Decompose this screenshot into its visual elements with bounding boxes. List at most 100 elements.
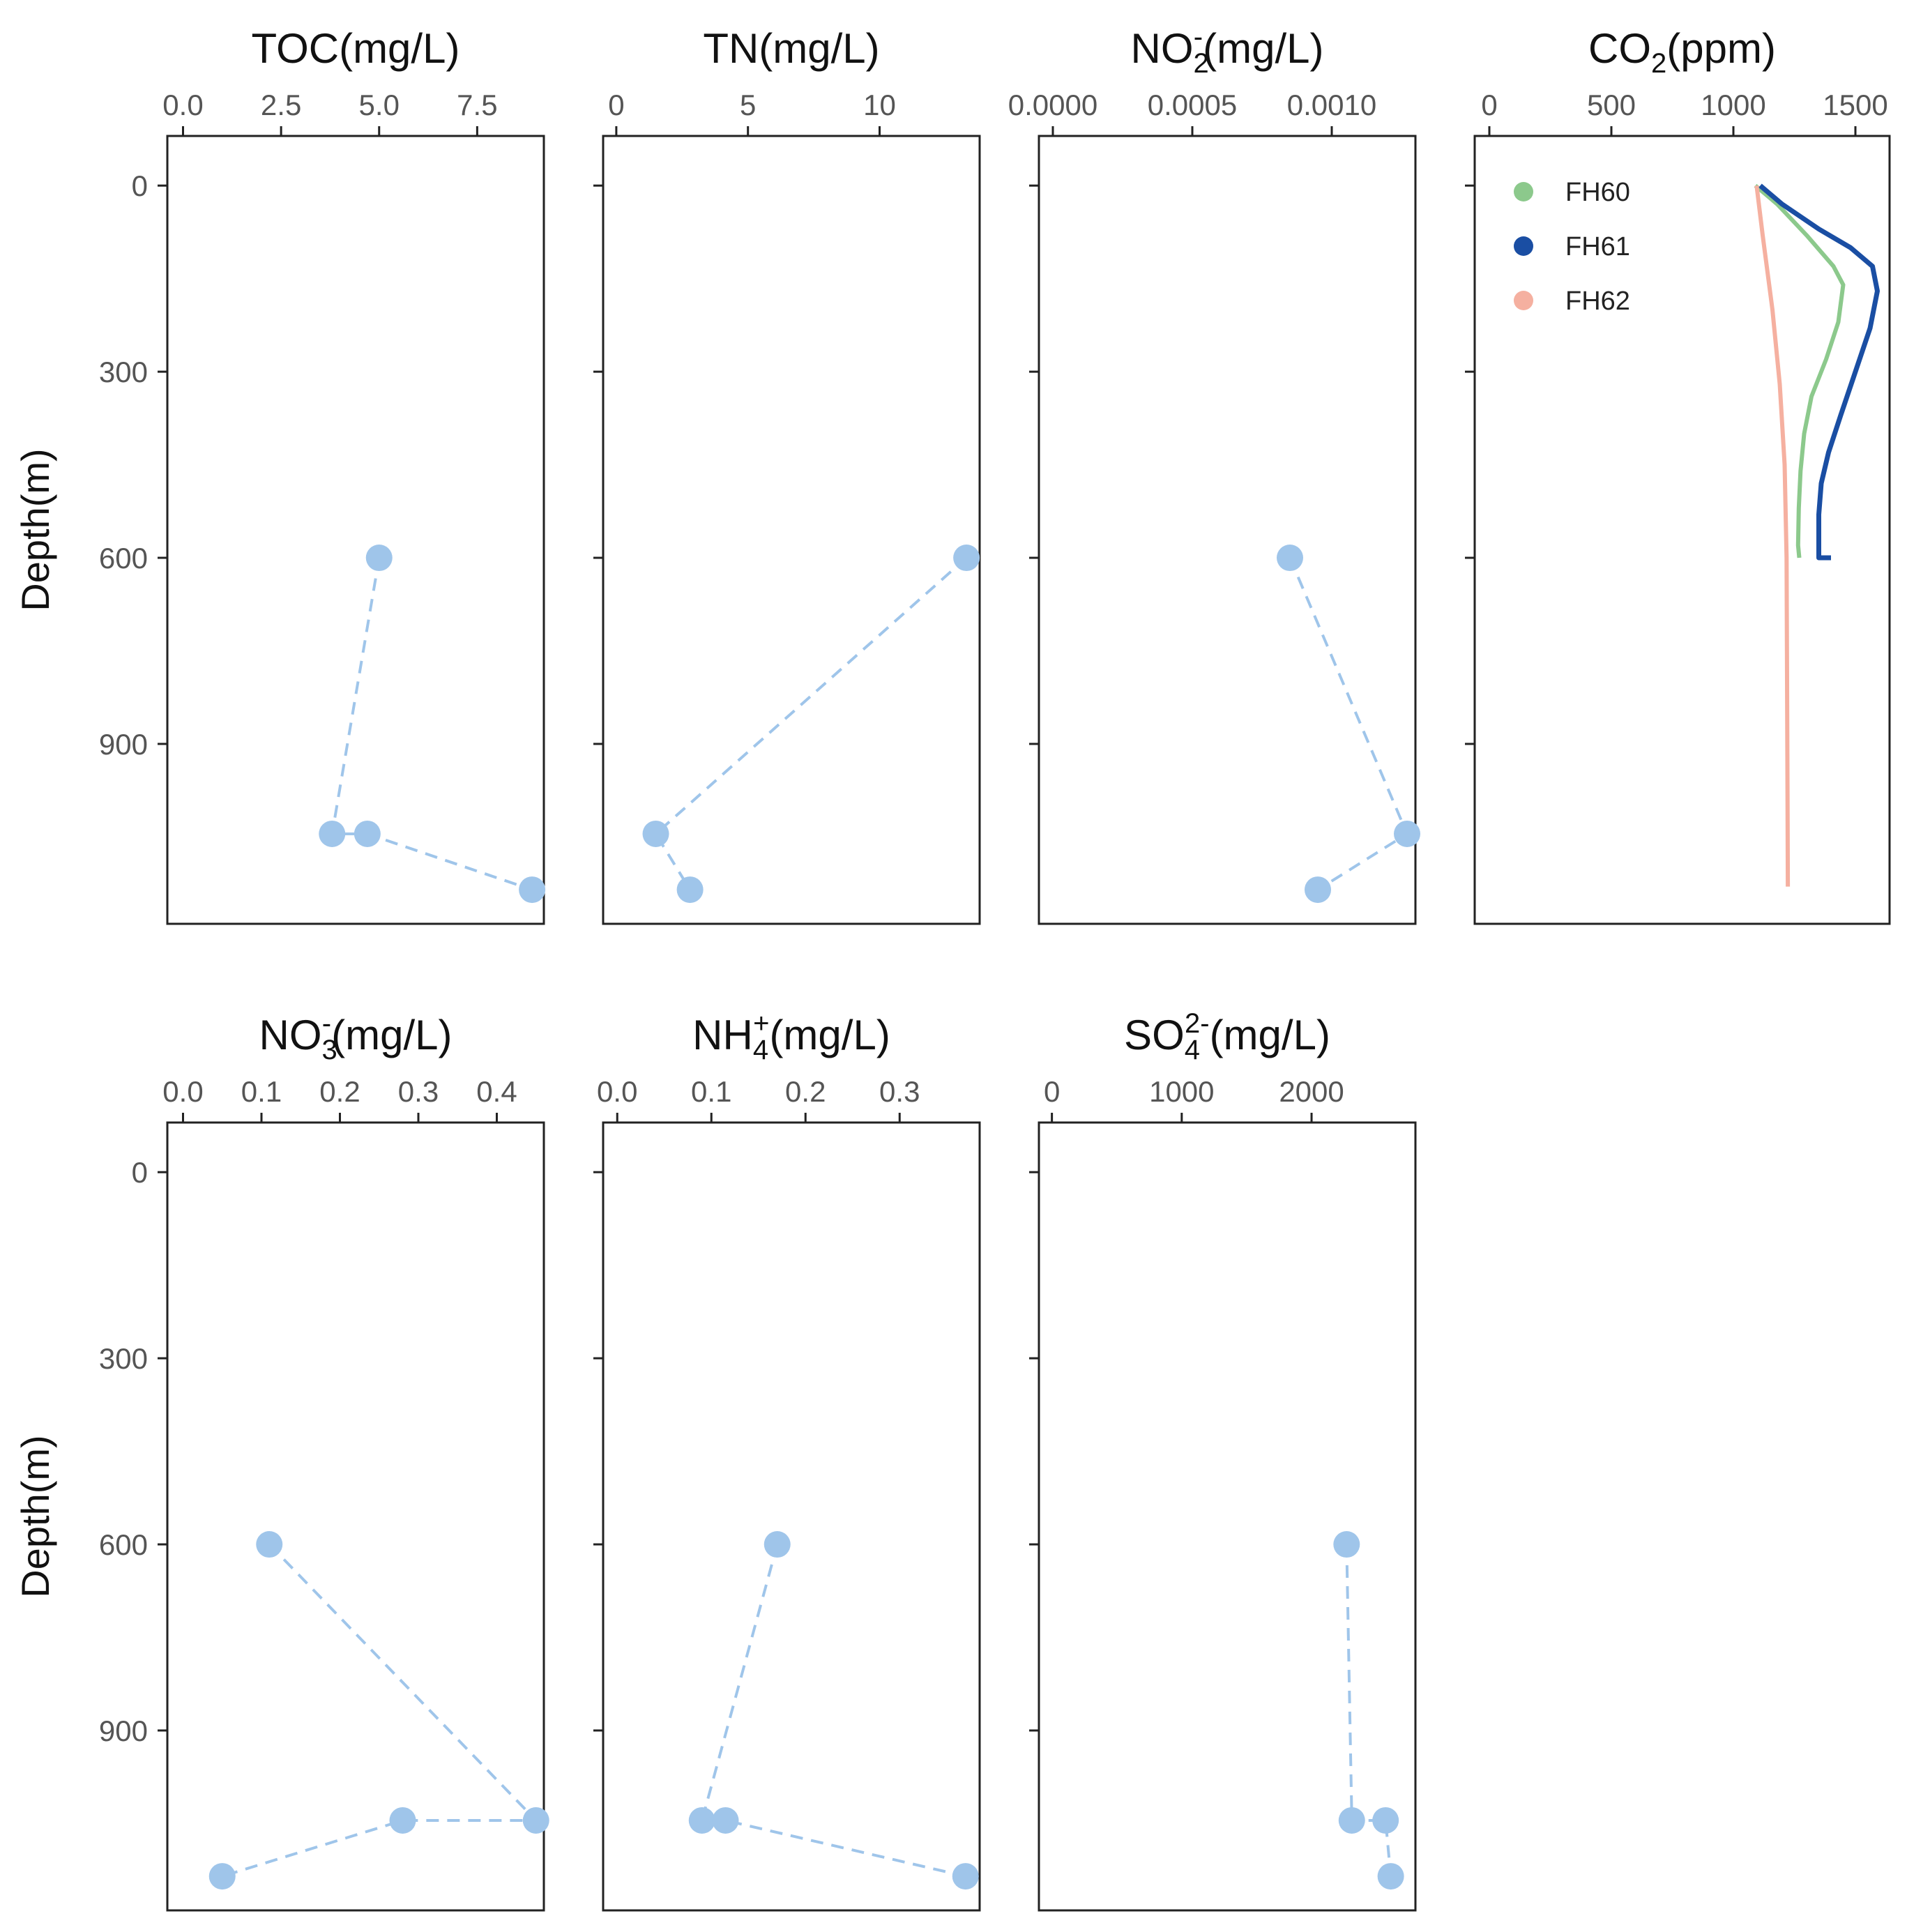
- y-tick-label: 900: [99, 728, 148, 761]
- title-part: -: [1194, 22, 1203, 52]
- title-part: TOC(mg/L): [252, 25, 460, 72]
- plot-frame: [1473, 135, 1891, 925]
- series-line-FH62: [1754, 185, 1791, 887]
- data-point: [688, 1807, 715, 1834]
- y-tick-label: 300: [99, 356, 148, 388]
- title-part: (mg/L): [1210, 1012, 1330, 1058]
- data-point: [319, 820, 346, 847]
- title-part: 3: [322, 1035, 337, 1065]
- x-tick-label: 5.0: [359, 89, 400, 121]
- legend-marker: [1514, 236, 1533, 256]
- data-point: [1333, 1531, 1360, 1558]
- title-part: NO: [259, 1012, 322, 1058]
- data-point: [642, 820, 669, 847]
- y-axis-label: Depth(m): [13, 448, 57, 611]
- plot-frame: [166, 1121, 545, 1912]
- plot-frame: [166, 135, 545, 925]
- y-tick-label: 600: [99, 1528, 148, 1561]
- y-tick-label: 0: [132, 1156, 148, 1189]
- y-tick-label: 600: [99, 542, 148, 575]
- x-tick-label: 0.3: [398, 1075, 439, 1108]
- panel-no2: NO2-(mg/L) 0.0000 0.0005 0.0010: [1008, 22, 1420, 925]
- y-tick-label: 300: [99, 1342, 148, 1375]
- x-tick-label: 0.4: [476, 1075, 517, 1108]
- x-tick-label: 0: [1044, 1075, 1060, 1108]
- panel-tn: TN(mg/L) 0 5 10: [593, 25, 981, 925]
- plot-frame: [602, 135, 981, 925]
- title-part: 2-: [1185, 1008, 1210, 1039]
- x-tick-label: 0.1: [241, 1075, 282, 1108]
- panel-title-no2: NO2-(mg/L): [1131, 22, 1324, 79]
- x-tick-label: 5: [740, 89, 756, 121]
- x-tick-label: 0.2: [785, 1075, 826, 1108]
- x-tick-label: 0.1: [691, 1075, 731, 1108]
- data-point: [519, 876, 546, 904]
- plot-frame: [1038, 135, 1417, 925]
- panel-title-so4: SO42-(mg/L): [1124, 1008, 1330, 1065]
- data-point: [208, 1863, 236, 1890]
- panel-title-no3: NO3-(mg/L): [259, 1008, 453, 1065]
- x-tick-label: 2.5: [261, 89, 301, 121]
- legend-label: FH61: [1565, 232, 1630, 261]
- plot-frame: [1038, 1121, 1417, 1912]
- legend-marker: [1514, 182, 1533, 201]
- title-part: (mg/L): [331, 1012, 452, 1058]
- x-tick-label: 10: [863, 89, 896, 121]
- title-part: 2: [1194, 48, 1209, 79]
- data-point: [1277, 545, 1303, 572]
- title-part: NH: [692, 1012, 753, 1058]
- series-line-FH61: [1758, 183, 1880, 561]
- data-point: [1372, 1807, 1399, 1834]
- data-point: [676, 876, 704, 904]
- x-tick-label: 0.3: [879, 1075, 920, 1108]
- panel-title-nh4: NH4+(mg/L): [692, 1008, 890, 1065]
- title-part: NO: [1131, 25, 1194, 72]
- series-dashed-line: [1289, 557, 1409, 891]
- series-dashed-line: [700, 1544, 966, 1878]
- x-tick-label: 7.5: [457, 89, 497, 121]
- x-tick-label: 0.0005: [1148, 89, 1237, 121]
- panel-co2: CO2(ppm) 0 500 1000 1500 FH60 FH61 FH62: [1465, 25, 1891, 925]
- title-part: TN(mg/L): [703, 25, 879, 72]
- data-point: [1338, 1807, 1365, 1834]
- data-point: [763, 1531, 791, 1558]
- data-point: [1305, 876, 1331, 904]
- x-tick-label: 0: [1481, 89, 1497, 121]
- data-point: [256, 1531, 283, 1558]
- panel-title-tn: TN(mg/L): [703, 25, 879, 72]
- data-point: [522, 1807, 549, 1834]
- x-tick-label: 2000: [1279, 1075, 1344, 1108]
- legend-label: FH62: [1565, 287, 1630, 316]
- series-dashed-line: [1345, 1544, 1392, 1877]
- data-point: [365, 545, 393, 572]
- data-point: [712, 1807, 739, 1834]
- data-point: [1377, 1863, 1404, 1890]
- panel-title-toc: TOC(mg/L): [252, 25, 460, 72]
- data-point: [953, 545, 980, 572]
- title-part: 4: [753, 1035, 768, 1065]
- legend-marker: [1514, 291, 1533, 310]
- x-tick-label: 1500: [1823, 89, 1887, 121]
- panel-so4: SO42-(mg/L) 0 1000 2000: [1029, 1008, 1417, 1912]
- panel-no3: NO3-(mg/L) 0.0 0.1 0.2 0.3 0.4 0 300 600 900 Depth…: [13, 1008, 549, 1912]
- panel-nh4: NH4+(mg/L) 0.0 0.1 0.2 0.3: [593, 1008, 981, 1912]
- data-point: [952, 1863, 979, 1890]
- title-part: (mg/L): [769, 1012, 890, 1058]
- title-part: 4: [1185, 1035, 1200, 1065]
- y-tick-label: 900: [99, 1714, 148, 1747]
- series-dashed-line: [330, 557, 533, 891]
- x-tick-label: 1000: [1149, 1075, 1214, 1108]
- x-tick-label: 0.0000: [1008, 89, 1097, 121]
- title-part: +: [753, 1008, 769, 1039]
- title-part: SO: [1124, 1012, 1185, 1058]
- legend-label: FH60: [1565, 178, 1630, 207]
- x-tick-label: 500: [1587, 89, 1636, 121]
- series-line-FH60: [1754, 183, 1846, 558]
- panel-toc: TOC(mg/L) 0.0 2.5 5.0 7.5 0 300 600 900 Depth(m): [13, 25, 546, 925]
- x-tick-label: 0.0010: [1287, 89, 1376, 121]
- data-point: [354, 820, 381, 847]
- y-axis-label: Depth(m): [13, 1435, 57, 1597]
- x-tick-label: 0.0: [162, 1075, 203, 1108]
- plot-frame: [602, 1121, 981, 1912]
- title-part: -: [322, 1008, 331, 1039]
